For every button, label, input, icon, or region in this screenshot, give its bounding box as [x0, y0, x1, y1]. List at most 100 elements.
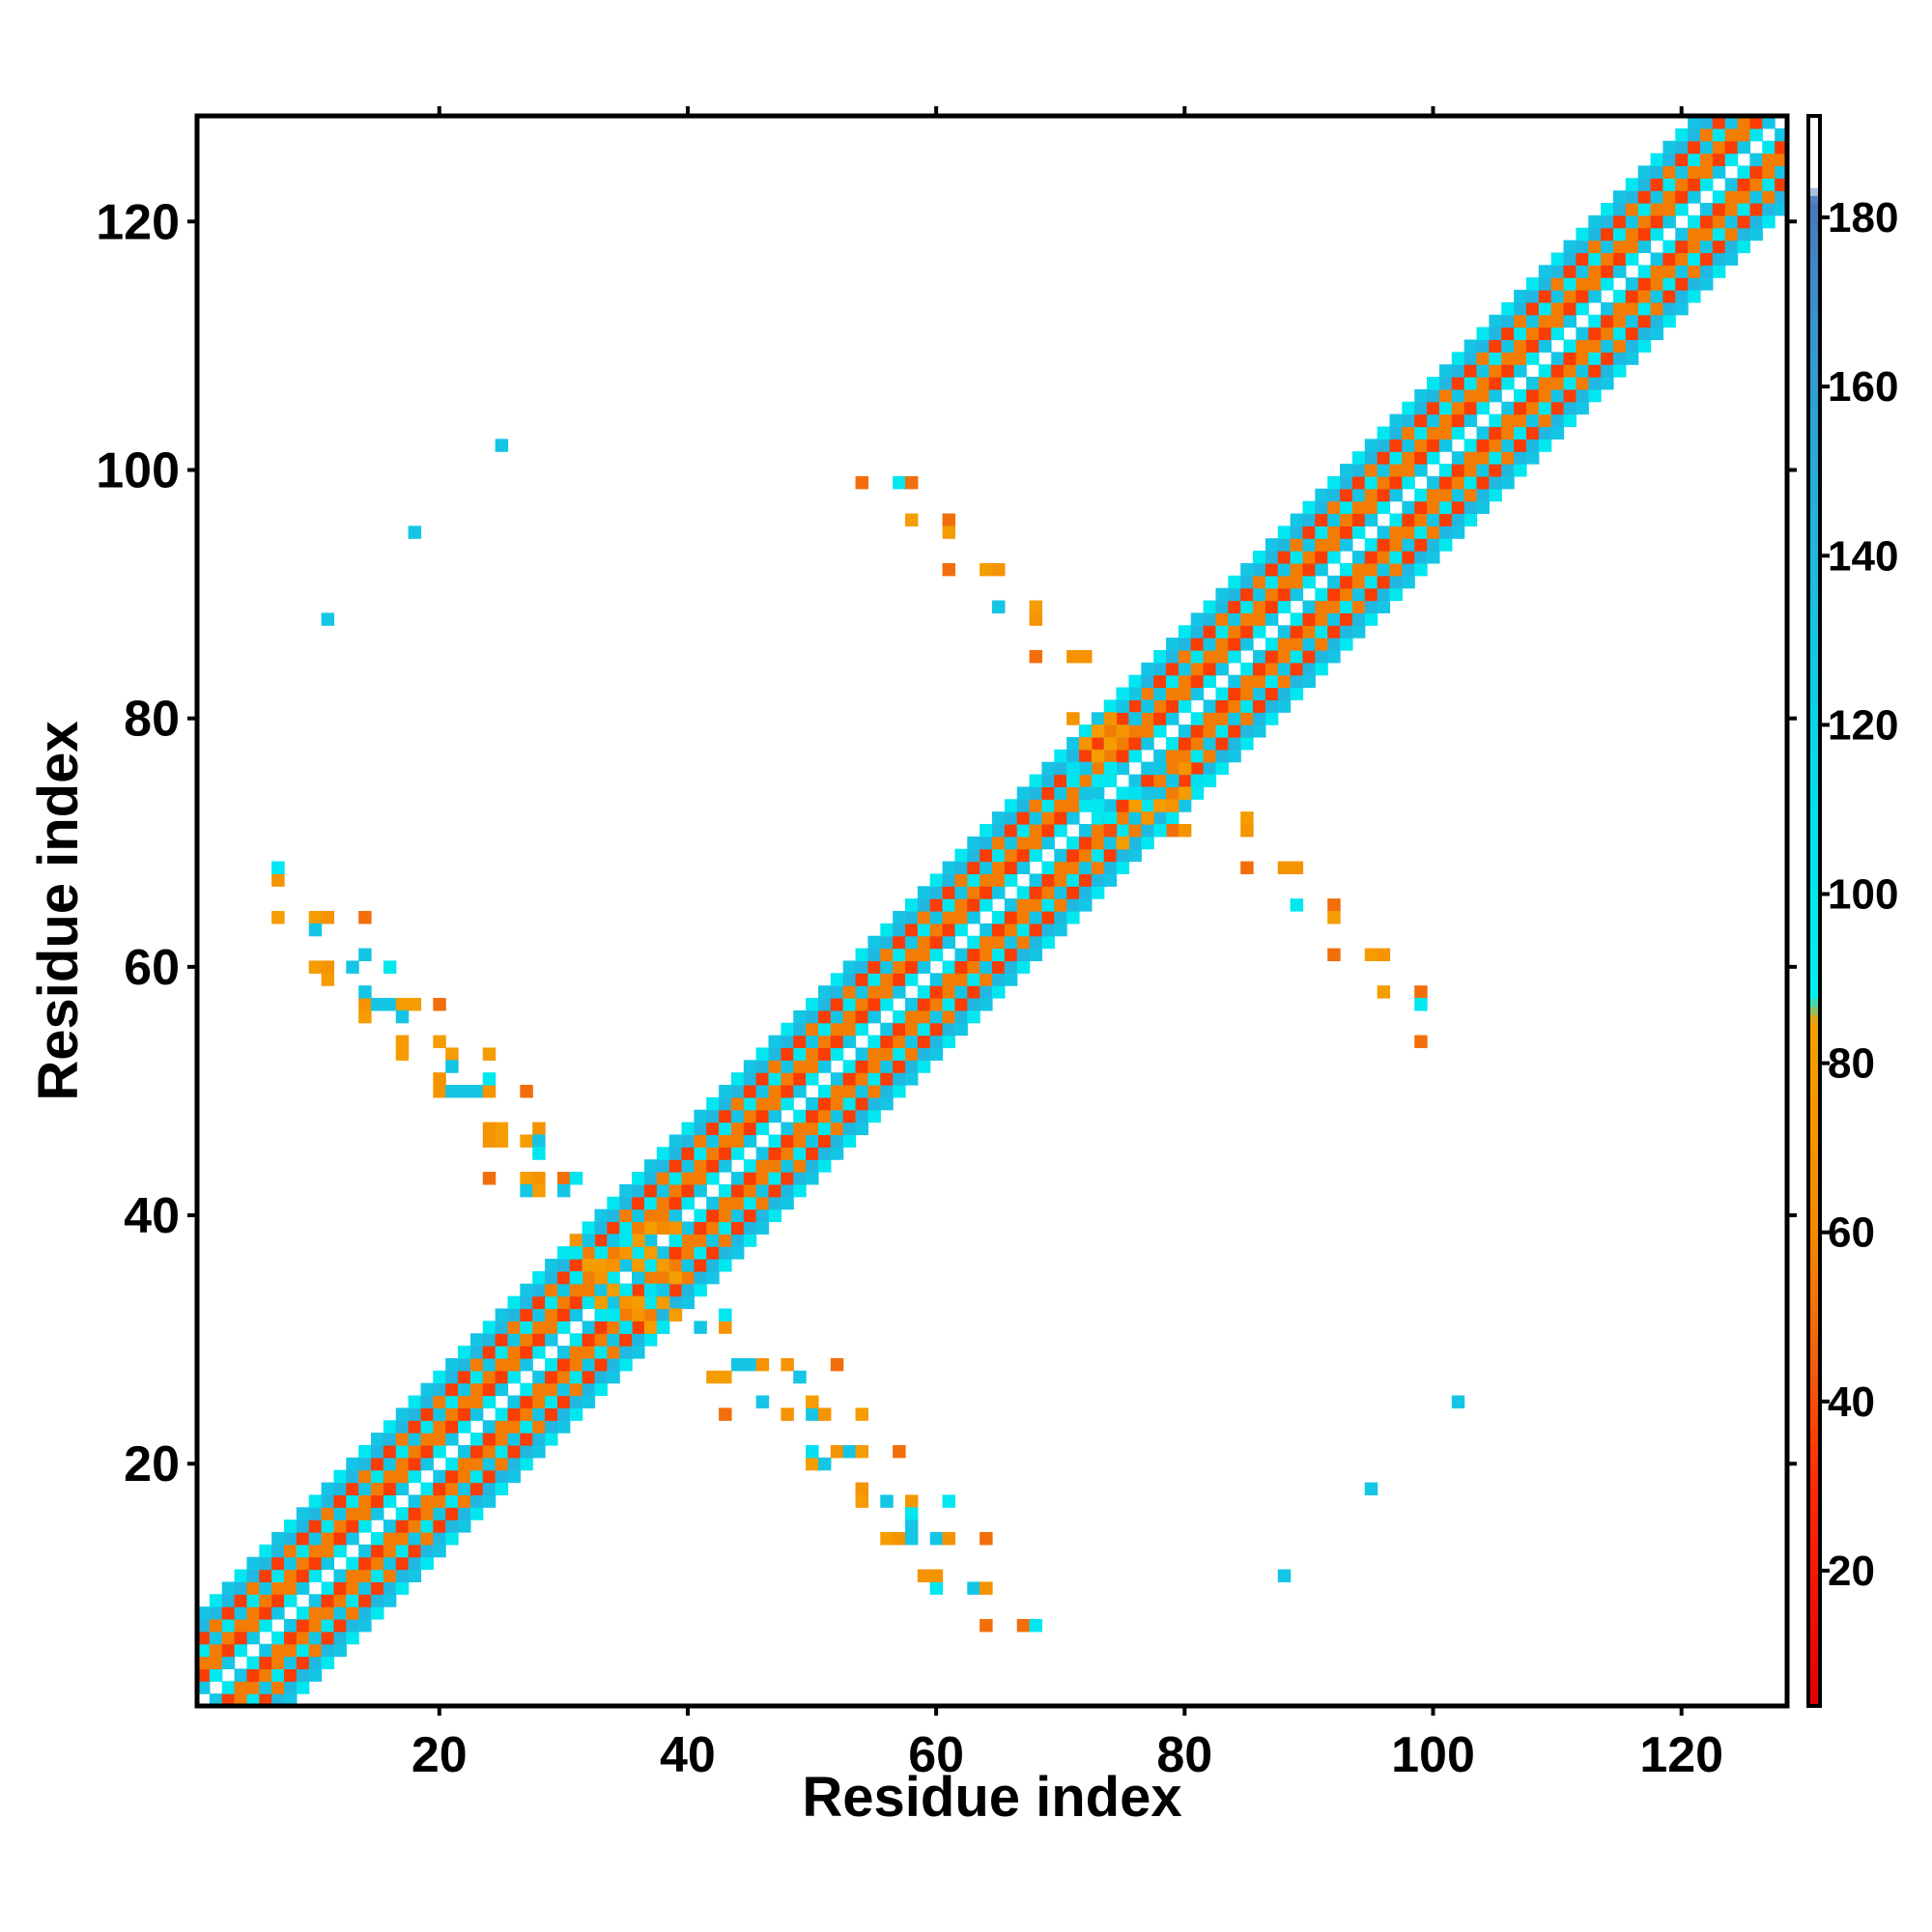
heatmap-cell — [842, 985, 857, 999]
heatmap-cell — [1128, 674, 1142, 689]
heatmap-cell — [556, 1283, 571, 1297]
heatmap-cell — [1389, 488, 1403, 502]
heatmap-cell — [694, 1147, 707, 1160]
heatmap-cell — [221, 1693, 236, 1707]
heatmap-cell — [1066, 836, 1080, 850]
heatmap-cell — [1054, 799, 1067, 812]
heatmap-cell — [1190, 662, 1205, 676]
heatmap-cell — [1091, 736, 1105, 751]
heatmap-cell — [1327, 475, 1341, 490]
heatmap-cell — [1650, 153, 1664, 167]
heatmap-cell — [781, 1407, 794, 1421]
heatmap-cell — [582, 1295, 596, 1310]
heatmap-cell — [1054, 873, 1067, 887]
heatmap-cell — [867, 1047, 881, 1061]
heatmap-cell — [1041, 823, 1055, 838]
heatmap-cell — [1364, 475, 1378, 490]
heatmap-cell — [383, 1544, 397, 1558]
heatmap-cell — [395, 1035, 410, 1049]
heatmap-cell — [296, 1507, 310, 1520]
heatmap-cell — [1166, 699, 1179, 713]
heatmap-cell — [1489, 314, 1502, 328]
heatmap-cell — [1190, 625, 1205, 639]
heatmap-cell — [582, 1221, 596, 1235]
heatmap-cell — [1501, 451, 1515, 465]
colorbar-tick-label: 140 — [1828, 532, 1898, 580]
heatmap-cell — [383, 1569, 397, 1583]
colorbar-segment — [1808, 815, 1820, 825]
colorbar-segment — [1808, 1013, 1820, 1023]
heatmap-cell — [358, 1457, 372, 1471]
heatmap-cell — [781, 1122, 794, 1136]
heatmap-cell — [755, 1221, 770, 1235]
heatmap-cell — [1637, 327, 1652, 341]
heatmap-cell — [830, 998, 844, 1011]
heatmap-cell — [482, 1122, 497, 1136]
heatmap-cell — [296, 1681, 310, 1694]
heatmap-cell — [743, 1122, 757, 1136]
colorbar-segment — [1808, 417, 1820, 427]
heatmap-cell — [980, 998, 993, 1011]
heatmap-cell — [830, 1134, 844, 1148]
heatmap-cell — [1724, 128, 1739, 142]
heatmap-cell — [1749, 128, 1763, 142]
heatmap-cell — [1612, 290, 1627, 303]
heatmap-cell — [1141, 662, 1154, 676]
heatmap-cell — [1514, 290, 1527, 303]
heatmap-cell — [893, 1009, 906, 1024]
colorbar-segment — [1808, 1571, 1820, 1579]
heatmap-cell — [1116, 699, 1130, 713]
heatmap-cell — [259, 1544, 272, 1558]
heatmap-cell — [1041, 811, 1055, 825]
heatmap-cell — [569, 1357, 583, 1372]
heatmap-cell — [1103, 861, 1118, 875]
heatmap-cell — [1588, 214, 1602, 229]
heatmap-cell — [1463, 475, 1478, 490]
heatmap-cell — [1128, 749, 1142, 763]
heatmap-cell — [1091, 786, 1105, 800]
heatmap-cell — [755, 1047, 770, 1061]
heatmap-cell — [1451, 426, 1465, 440]
heatmap-cell — [1128, 811, 1142, 825]
heatmap-cell — [942, 873, 956, 887]
heatmap-cell — [284, 1618, 298, 1633]
heatmap-cell — [482, 1172, 497, 1185]
heatmap-cell — [942, 935, 956, 950]
heatmap-cell — [1041, 836, 1055, 850]
heatmap-cell — [482, 1085, 497, 1098]
heatmap-cell — [1351, 562, 1366, 577]
colorbar-segment — [1808, 982, 1820, 991]
heatmap-cell — [1712, 265, 1726, 278]
heatmap-cell — [433, 1469, 446, 1484]
heatmap-cell — [806, 1444, 819, 1459]
heatmap-cell — [445, 1507, 459, 1520]
heatmap-cell — [1340, 625, 1353, 639]
heatmap-cell — [495, 1122, 509, 1136]
heatmap-cell — [880, 1531, 894, 1546]
heatmap-cell — [1116, 724, 1130, 738]
colorbar-segment — [1808, 116, 1820, 125]
heatmap-cell — [1066, 873, 1080, 887]
heatmap-cell — [917, 923, 931, 937]
heatmap-cell — [1538, 339, 1552, 353]
heatmap-cell — [954, 848, 968, 863]
colorbar-segment — [1808, 1586, 1820, 1596]
heatmap-cell — [967, 935, 980, 950]
heatmap-cell — [1215, 736, 1229, 751]
heatmap-cell — [668, 1308, 683, 1321]
colorbar-segment — [1808, 752, 1820, 761]
heatmap-cell — [1525, 277, 1540, 291]
heatmap-cell — [1364, 948, 1378, 962]
heatmap-cell — [668, 1246, 683, 1260]
heatmap-cell — [917, 1569, 931, 1583]
heatmap-cell — [681, 1134, 695, 1148]
heatmap-cell — [1141, 774, 1154, 788]
heatmap-cell — [1737, 116, 1751, 129]
heatmap-cell — [719, 1208, 732, 1223]
heatmap-cell — [259, 1606, 272, 1620]
heatmap-cell — [1215, 587, 1229, 602]
heatmap-cell — [1166, 749, 1179, 763]
heatmap-cell — [1215, 724, 1229, 738]
heatmap-cell — [1264, 600, 1279, 613]
heatmap-cell — [221, 1606, 236, 1620]
